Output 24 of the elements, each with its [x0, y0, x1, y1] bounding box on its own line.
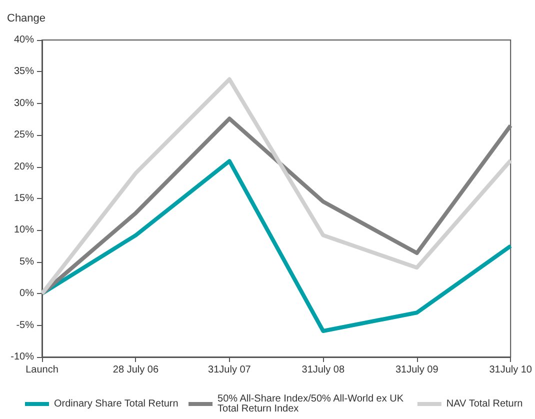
- x-tick-label: Launch: [26, 364, 58, 376]
- y-tick-label: 35%: [14, 66, 34, 78]
- y-tick-label: -10%: [10, 352, 34, 362]
- legend-label: Ordinary Share Total Return: [54, 398, 178, 410]
- x-tick-label: 31July 08: [302, 364, 345, 376]
- y-tick-label: 5%: [20, 256, 34, 268]
- line-series: [40, 159, 513, 334]
- line-series: [40, 77, 513, 296]
- line-series: [40, 116, 513, 296]
- x-tick-label: 31July 09: [395, 364, 439, 376]
- x-tick-label: 31July 10: [489, 364, 532, 376]
- legend-label: NAV Total Return: [446, 398, 523, 410]
- y-tick-label: 25%: [14, 130, 34, 141]
- y-axis-title: Change: [7, 12, 46, 24]
- y-tick-label: 15%: [14, 193, 34, 204]
- y-tick-label: 0%: [20, 288, 34, 300]
- y-tick-label: 40%: [14, 34, 34, 46]
- y-tick-label: -5%: [16, 320, 34, 331]
- legend-label: 50% All-Share Index/50% All-World ex UK Total Return Index: [218, 394, 406, 414]
- x-tick-label: 28 July 06: [112, 364, 159, 376]
- y-tick-label: 20%: [14, 161, 34, 172]
- y-tick-label: 10%: [14, 224, 34, 236]
- y-tick-label: 30%: [14, 98, 34, 109]
- x-tick-label: 31July 07: [208, 364, 252, 376]
